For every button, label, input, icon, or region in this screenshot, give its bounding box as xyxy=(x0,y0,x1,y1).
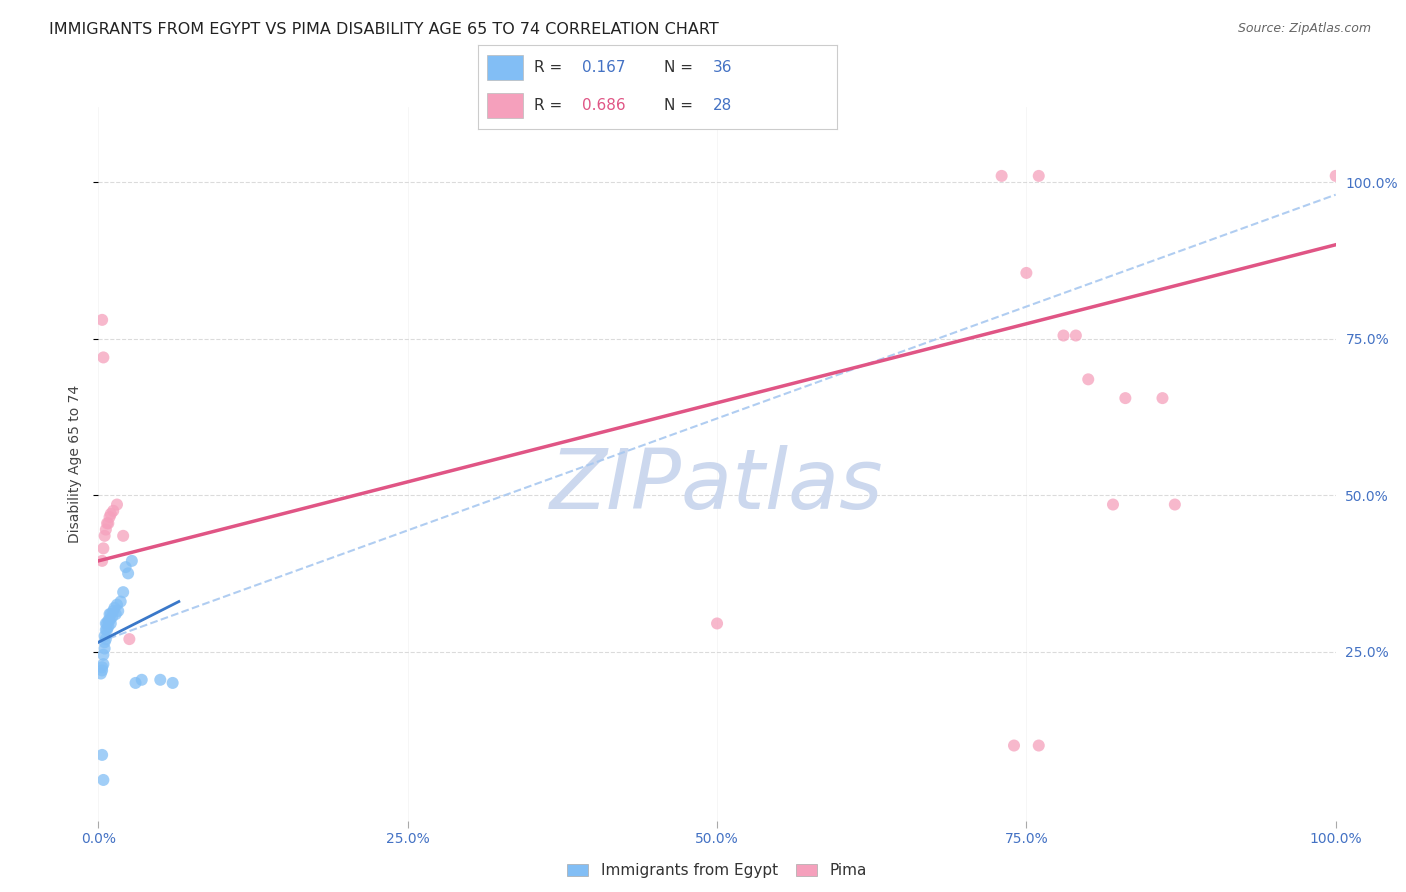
Point xyxy=(1064,328,1087,343)
Point xyxy=(98,510,121,524)
Point xyxy=(121,554,143,568)
Point xyxy=(1015,266,1038,280)
Point xyxy=(98,613,121,627)
Point xyxy=(93,529,115,543)
Point xyxy=(94,523,117,537)
Point xyxy=(105,598,128,612)
Point xyxy=(112,529,135,543)
Text: 28: 28 xyxy=(713,98,733,112)
Point xyxy=(93,641,115,656)
Text: 36: 36 xyxy=(713,60,733,75)
Point xyxy=(91,660,114,674)
Point xyxy=(93,351,115,365)
Point xyxy=(104,607,127,621)
Text: N =: N = xyxy=(665,60,693,75)
Point xyxy=(162,676,184,690)
Point xyxy=(93,635,115,649)
Point xyxy=(118,632,141,646)
Point xyxy=(100,507,122,521)
Y-axis label: Disability Age 65 to 74: Disability Age 65 to 74 xyxy=(69,384,83,543)
Point xyxy=(91,664,114,678)
Point xyxy=(110,594,132,608)
Point xyxy=(101,610,124,624)
Point xyxy=(1077,372,1099,386)
Point xyxy=(105,498,128,512)
Text: R =: R = xyxy=(534,98,562,112)
Point xyxy=(100,607,122,621)
Point xyxy=(96,623,118,637)
Point xyxy=(100,616,122,631)
Point xyxy=(1028,169,1050,183)
Point xyxy=(97,613,120,627)
Point xyxy=(149,673,172,687)
Text: Source: ZipAtlas.com: Source: ZipAtlas.com xyxy=(1237,22,1371,36)
Point xyxy=(1324,169,1347,183)
FancyBboxPatch shape xyxy=(486,54,523,80)
Text: 0.686: 0.686 xyxy=(582,98,626,112)
Point xyxy=(98,607,121,621)
Point xyxy=(103,504,125,518)
Point xyxy=(1114,391,1136,405)
Point xyxy=(1102,498,1125,512)
Text: N =: N = xyxy=(665,98,693,112)
Point xyxy=(91,313,114,327)
Point xyxy=(91,554,114,568)
Point xyxy=(131,673,153,687)
Point xyxy=(97,516,120,531)
Point xyxy=(990,169,1012,183)
Point xyxy=(94,623,117,637)
Point xyxy=(1152,391,1174,405)
Point xyxy=(103,600,125,615)
Legend: Immigrants from Egypt, Pima: Immigrants from Egypt, Pima xyxy=(561,857,873,884)
Point xyxy=(96,616,118,631)
Point xyxy=(91,747,114,762)
Point xyxy=(117,566,139,581)
Point xyxy=(97,619,120,633)
Point xyxy=(1052,328,1074,343)
Text: ZIPatlas: ZIPatlas xyxy=(550,445,884,525)
Point xyxy=(706,616,728,631)
Point xyxy=(112,585,135,599)
Point xyxy=(124,676,146,690)
Point xyxy=(107,604,129,618)
Point xyxy=(90,666,112,681)
Point xyxy=(96,516,118,531)
Point xyxy=(93,541,115,556)
Point xyxy=(93,629,115,643)
Point xyxy=(93,772,115,787)
Point xyxy=(94,616,117,631)
Point xyxy=(94,632,117,646)
Text: R =: R = xyxy=(534,60,562,75)
Text: IMMIGRANTS FROM EGYPT VS PIMA DISABILITY AGE 65 TO 74 CORRELATION CHART: IMMIGRANTS FROM EGYPT VS PIMA DISABILITY… xyxy=(49,22,718,37)
FancyBboxPatch shape xyxy=(486,93,523,119)
Text: 0.167: 0.167 xyxy=(582,60,626,75)
Point xyxy=(1028,739,1050,753)
Point xyxy=(1164,498,1187,512)
Point xyxy=(1002,739,1025,753)
Point xyxy=(103,604,125,618)
Point xyxy=(93,648,115,662)
Point xyxy=(114,560,136,574)
Point xyxy=(93,657,115,672)
